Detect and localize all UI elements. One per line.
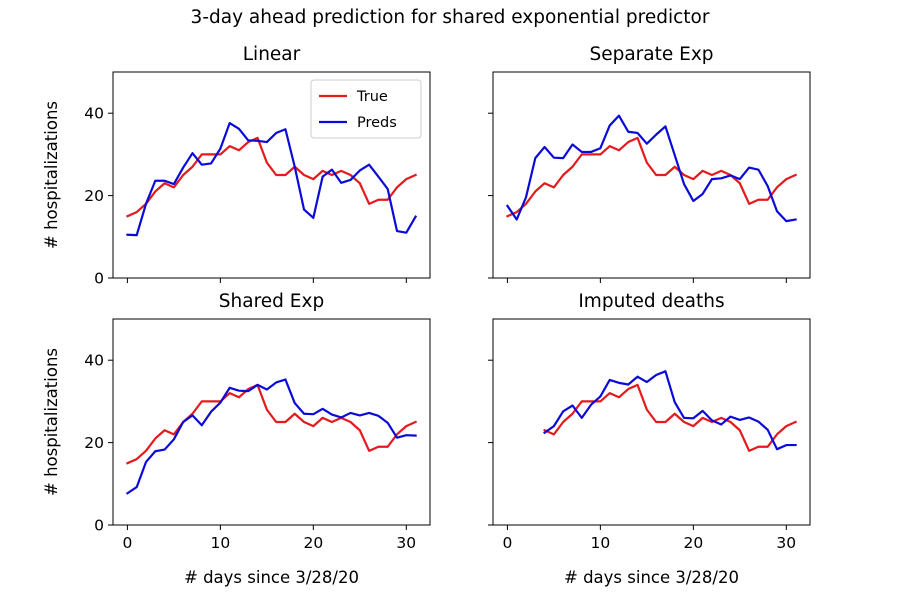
legend-box: [310, 79, 422, 139]
y-tick-label: 20: [84, 187, 104, 205]
x-tick-label: 20: [303, 534, 323, 552]
y-tick-label: 40: [84, 352, 104, 370]
x-tick-label: 10: [211, 534, 231, 552]
subplot-title: Shared Exp: [219, 291, 324, 312]
subplot-2: Separate Exp: [488, 44, 811, 283]
subplot-title: Linear: [243, 44, 301, 65]
series-line-preds: [505, 114, 797, 223]
legend-label-true: True: [356, 89, 388, 105]
series-line-true: [505, 136, 798, 218]
x-tick-label: 30: [396, 534, 416, 552]
series-line-true: [125, 383, 418, 465]
x-axis-label: # days since 3/28/20: [184, 568, 359, 587]
y-axis-label: # hospitalizations: [42, 101, 61, 249]
y-tick-label: 0: [94, 270, 104, 288]
axes-frame: [112, 318, 431, 526]
series-line-true: [543, 383, 798, 452]
subplot-title: Separate Exp: [589, 44, 713, 65]
series-line-preds: [543, 370, 797, 451]
x-tick-label: 20: [683, 534, 703, 552]
subplot-1: Linear 0 20 40 # hospitalizations True Preds: [42, 44, 431, 288]
x-axis-label: # days since 3/28/20: [564, 568, 739, 587]
subplot-4: Imputed deaths 0 10 20 30 # days since 3/28/2…: [488, 291, 811, 587]
y-tick-label: 0: [94, 517, 104, 535]
subplot-title: Imputed deaths: [578, 291, 724, 312]
series-line-preds: [126, 121, 418, 237]
x-tick-label: 0: [122, 534, 132, 552]
series-line-true: [125, 136, 418, 218]
y-tick-label: 20: [84, 434, 104, 452]
x-tick-label: 30: [776, 534, 796, 552]
y-tick-label: 40: [84, 105, 104, 123]
x-tick-label: 0: [502, 534, 512, 552]
legend-label-preds: Preds: [357, 115, 397, 131]
x-tick-label: 10: [591, 534, 611, 552]
axes-frame: [492, 318, 811, 526]
subplot-3: Shared Exp 0 10 20 30 0 20 40 # days since 3/28/…: [42, 291, 431, 587]
legend: True Preds: [310, 79, 422, 139]
axes-frame: [112, 71, 431, 279]
figure-title: 3-day ahead prediction for shared expone…: [190, 7, 710, 28]
y-axis-label: # hospitalizations: [42, 348, 61, 496]
axes-frame: [492, 71, 811, 279]
series-line-preds: [125, 378, 417, 495]
